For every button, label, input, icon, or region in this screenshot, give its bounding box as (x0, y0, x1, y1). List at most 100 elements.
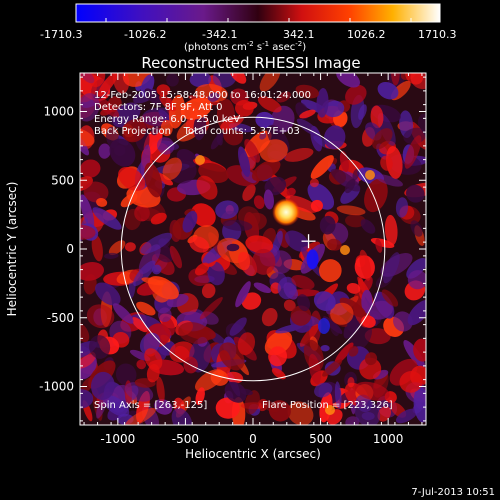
texture-blob (334, 381, 342, 409)
texture-blob (166, 73, 179, 87)
texture-blob (261, 307, 278, 327)
texture-blob (316, 88, 329, 118)
texture-blob (80, 262, 104, 281)
texture-blob (146, 363, 160, 383)
texture-blob (154, 399, 173, 415)
texture-blob (295, 84, 320, 99)
texture-blob (216, 133, 223, 146)
texture-blob (220, 115, 244, 130)
texture-blob (361, 289, 373, 314)
texture-blob (224, 381, 247, 403)
flare-source (272, 198, 301, 227)
texture-blob (407, 299, 426, 326)
texture-blob (404, 135, 422, 169)
x-tick-label: 1000 (373, 432, 404, 446)
texture-blob (106, 126, 119, 149)
texture-blob (375, 174, 403, 187)
texture-blob (144, 348, 163, 370)
texture-blob (150, 212, 167, 225)
texture-blob (136, 301, 156, 316)
texture-blob (395, 197, 409, 218)
texture-blob (310, 155, 334, 179)
texture-blob (136, 359, 147, 370)
texture-blob (257, 96, 282, 113)
texture-blob (80, 159, 101, 178)
texture-blob (80, 322, 90, 343)
texture-blob (327, 238, 342, 251)
texture-blob (346, 282, 361, 294)
texture-blob (336, 205, 366, 216)
texture-blob (276, 91, 291, 103)
y-tick-label: 0 (66, 242, 74, 256)
texture-blob (252, 248, 276, 275)
texture-blob (344, 179, 356, 194)
texture-blob (320, 344, 330, 352)
texture-blob (102, 395, 130, 417)
x-axis-label: Heliocentric X (arcsec) (185, 447, 321, 461)
texture-blob (241, 292, 262, 310)
texture-blob (299, 323, 319, 347)
blue-source (306, 249, 319, 270)
texture-blob (395, 408, 418, 424)
texture-blob (157, 137, 175, 155)
texture-blob (199, 297, 223, 320)
texture-blob (124, 242, 136, 252)
texture-blob (95, 282, 121, 306)
blue-source (318, 318, 330, 334)
texture-blob (96, 197, 108, 207)
texture-blob (242, 184, 256, 202)
texture-blob (120, 193, 138, 208)
y-tick-label: -500 (47, 311, 74, 325)
plot-title: Reconstructed RHESSI Image (141, 54, 360, 72)
texture-blob (89, 335, 111, 359)
texture-blob (215, 200, 239, 219)
texture-blob (271, 368, 286, 380)
solar-disk-outline (120, 116, 386, 382)
texture-blob (324, 125, 346, 150)
texture-blob (171, 408, 193, 425)
texture-blob (260, 400, 280, 413)
texture-blob (253, 195, 265, 209)
texture-blob (133, 260, 156, 287)
texture-blob (347, 319, 361, 333)
texture-blob (160, 119, 173, 137)
texture-blob (104, 252, 119, 259)
texture-blob (139, 332, 161, 355)
x-tick-label: -1000 (100, 432, 135, 446)
info-line-detectors: Detectors: 7F 8F 9F, Att 0 (94, 102, 222, 113)
texture-blob (80, 351, 96, 369)
texture-blob (191, 203, 216, 227)
texture-blob (159, 94, 176, 112)
y-tick-label: 500 (51, 173, 74, 187)
x-tick-label: 0 (249, 432, 257, 446)
texture-blob (313, 291, 336, 312)
texture-blob (286, 187, 296, 197)
texture-blob (372, 128, 393, 150)
texture-blob (347, 377, 355, 388)
info-block: 12-Feb-2005 15:58:48.000 to 16:01:24.000… (94, 90, 311, 137)
texture-blob (140, 232, 173, 254)
texture-blob (370, 105, 384, 129)
texture-blob (194, 262, 210, 276)
texture-blob (201, 283, 216, 299)
texture-blob (122, 119, 147, 143)
texture-blob (322, 359, 343, 377)
colorbar-tick-label: 342.1 (283, 28, 315, 41)
y-tick-label: 1000 (43, 105, 74, 119)
texture-blob (330, 302, 354, 325)
texture-blob (299, 109, 316, 119)
texture-blob (178, 322, 211, 344)
texture-blob (91, 234, 103, 262)
info-line-time: 12-Feb-2005 15:58:48.000 to 16:01:24.000 (94, 90, 311, 101)
texture-blob (399, 371, 423, 393)
texture-blob (80, 93, 100, 122)
texture-blob (112, 303, 134, 324)
texture-blob (364, 178, 388, 213)
texture-blob (251, 159, 281, 182)
x-tick-label: 500 (309, 432, 332, 446)
info-line-energy: Energy Range: 6.0 - 25.0 keV (94, 114, 240, 125)
texture-blob (97, 73, 119, 97)
texture-blob (144, 162, 163, 198)
texture-blob (377, 406, 392, 422)
texture-blob (284, 147, 314, 162)
